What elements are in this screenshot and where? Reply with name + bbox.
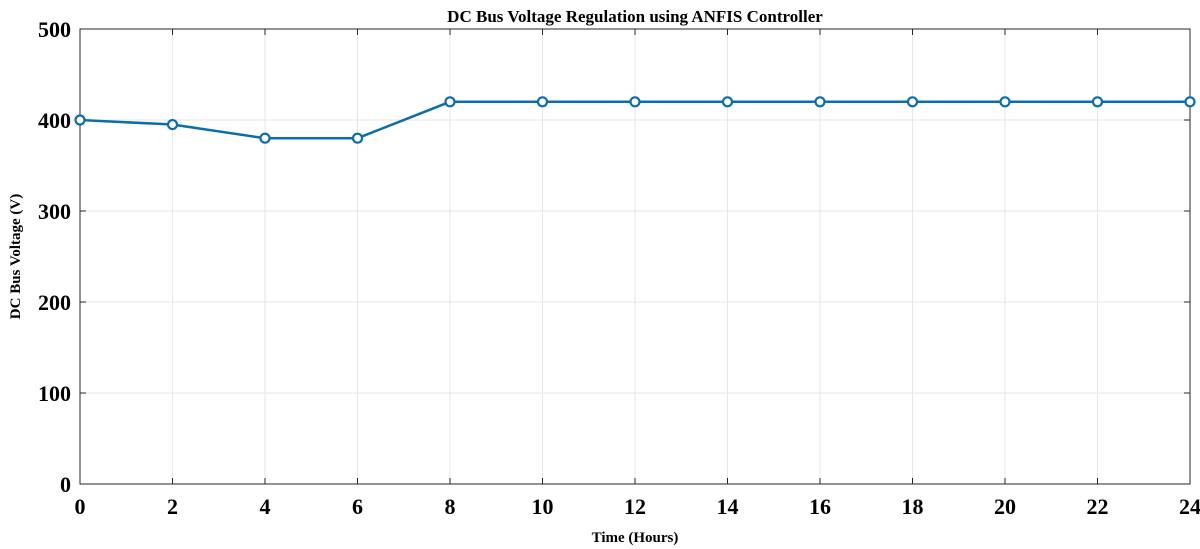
data-point	[444, 96, 456, 108]
data-point	[536, 96, 549, 108]
data-point	[351, 132, 364, 144]
x-tick-label: 2	[167, 494, 178, 519]
x-tick-label: 20	[994, 494, 1016, 519]
x-tick-label: 12	[624, 494, 646, 519]
data-point	[629, 96, 641, 108]
x-tick-label: 14	[717, 494, 739, 519]
data-point	[721, 96, 734, 108]
data-point	[259, 132, 271, 144]
data-point	[814, 96, 826, 108]
x-tick-label: 0	[75, 494, 86, 519]
x-axis-label: Time (Hours)	[592, 530, 679, 546]
y-tick-label: 300	[38, 199, 71, 224]
x-tick-label: 18	[902, 494, 924, 519]
x-tick-label: 10	[532, 494, 554, 519]
y-tick-label: 400	[38, 108, 71, 133]
y-tick-label: 100	[38, 381, 71, 406]
y-tick-label: 200	[38, 290, 71, 315]
series-layer	[74, 96, 1196, 144]
y-tick-label: 500	[38, 17, 71, 42]
data-point	[74, 114, 86, 126]
data-point	[1091, 96, 1104, 108]
x-tick-label: 8	[445, 494, 456, 519]
x-tick-label: 4	[260, 494, 271, 519]
data-point	[906, 96, 919, 108]
data-point	[1184, 96, 1196, 108]
data-point	[166, 118, 179, 131]
x-tick-label: 6	[352, 494, 363, 519]
y-tick-label: 0	[60, 472, 71, 497]
chart-title: DC Bus Voltage Regulation using ANFIS Co…	[447, 7, 823, 26]
x-tick-label: 22	[1087, 494, 1109, 519]
y-axis-label: DC Bus Voltage (V)	[8, 194, 24, 319]
x-tick-label: 24	[1179, 494, 1200, 519]
x-tick-label: 16	[809, 494, 831, 519]
data-point	[999, 96, 1011, 108]
